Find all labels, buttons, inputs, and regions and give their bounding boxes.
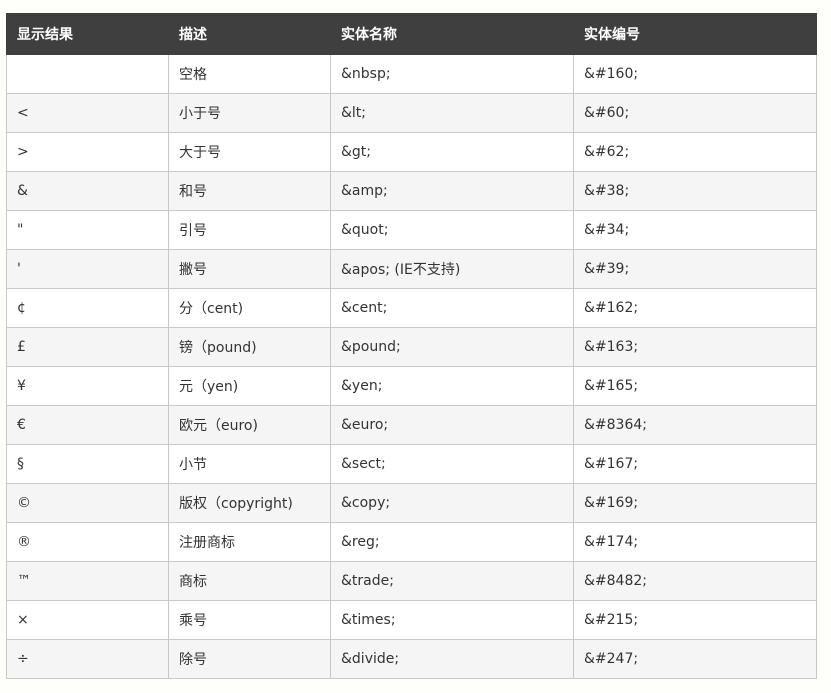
header-row: 显示结果 描述 实体名称 实体编号: [6, 13, 817, 55]
entity-number-cell: &#174;: [573, 522, 817, 562]
table-body: 空格 &nbsp; &#160; < 小于号 &lt; &#60; > 大于号 &gt; &#62;…: [6, 54, 817, 679]
entity-number-cell: &#39;: [573, 249, 817, 289]
description-cell: 乘号: [168, 600, 331, 640]
display-result-cell: ×: [6, 600, 169, 640]
table-row: § 小节 &sect; &#167;: [6, 444, 817, 484]
entity-name-cell: &quot;: [330, 210, 574, 250]
entity-name-cell: &apos; (IE不支持): [330, 249, 574, 289]
description-cell: 除号: [168, 639, 331, 679]
entity-number-cell: &#247;: [573, 639, 817, 679]
display-result-cell: ': [6, 249, 169, 289]
description-cell: 空格: [168, 54, 331, 94]
display-result-cell: ™: [6, 561, 169, 601]
entity-number-cell: &#8364;: [573, 405, 817, 445]
entity-name-cell: &euro;: [330, 405, 574, 445]
display-result-cell: ®: [6, 522, 169, 562]
table-row: ™ 商标 &trade; &#8482;: [6, 561, 817, 601]
entity-name-cell: &amp;: [330, 171, 574, 211]
entity-number-cell: &#163;: [573, 327, 817, 367]
entity-name-cell: &copy;: [330, 483, 574, 523]
entity-name-cell: &lt;: [330, 93, 574, 133]
entity-number-cell: &#162;: [573, 288, 817, 328]
display-result-cell: £: [6, 327, 169, 367]
table-row: 空格 &nbsp; &#160;: [6, 54, 817, 94]
entity-name-cell: &reg;: [330, 522, 574, 562]
table-row: ¥ 元（yen) &yen; &#165;: [6, 366, 817, 406]
table-row: ¢ 分（cent) &cent; &#162;: [6, 288, 817, 328]
table-row: > 大于号 &gt; &#62;: [6, 132, 817, 172]
display-result-cell: ¥: [6, 366, 169, 406]
display-result-cell: §: [6, 444, 169, 484]
entity-number-cell: &#38;: [573, 171, 817, 211]
table-row: " 引号 &quot; &#34;: [6, 210, 817, 250]
entity-number-cell: &#169;: [573, 483, 817, 523]
description-cell: 欧元（euro): [168, 405, 331, 445]
description-cell: 分（cent): [168, 288, 331, 328]
description-cell: 和号: [168, 171, 331, 211]
entity-number-cell: &#167;: [573, 444, 817, 484]
entity-name-cell: &cent;: [330, 288, 574, 328]
table-row: × 乘号 &times; &#215;: [6, 600, 817, 640]
description-cell: 撇号: [168, 249, 331, 289]
entity-number-cell: &#60;: [573, 93, 817, 133]
description-cell: 引号: [168, 210, 331, 250]
entity-number-cell: &#160;: [573, 54, 817, 94]
display-result-cell: €: [6, 405, 169, 445]
table-row: ' 撇号 &apos; (IE不支持) &#39;: [6, 249, 817, 289]
table-row: £ 镑（pound) &pound; &#163;: [6, 327, 817, 367]
entity-number-cell: &#8482;: [573, 561, 817, 601]
table-row: ® 注册商标 &reg; &#174;: [6, 522, 817, 562]
display-result-cell: [6, 54, 169, 94]
entity-name-cell: &divide;: [330, 639, 574, 679]
entity-table-container: 显示结果 描述 实体名称 实体编号 空格 &nbsp; &#160; < 小于号 &lt;…: [6, 13, 817, 679]
description-cell: 镑（pound): [168, 327, 331, 367]
display-result-cell: &: [6, 171, 169, 211]
display-result-cell: ©: [6, 483, 169, 523]
html-entity-table: 显示结果 描述 实体名称 实体编号 空格 &nbsp; &#160; < 小于号 &lt;…: [6, 13, 817, 679]
entity-name-cell: &sect;: [330, 444, 574, 484]
entity-name-cell: &yen;: [330, 366, 574, 406]
entity-number-cell: &#62;: [573, 132, 817, 172]
entity-name-cell: &gt;: [330, 132, 574, 172]
header-entity-number: 实体编号: [573, 13, 817, 55]
description-cell: 版权（copyright): [168, 483, 331, 523]
entity-number-cell: &#34;: [573, 210, 817, 250]
description-cell: 商标: [168, 561, 331, 601]
entity-name-cell: &times;: [330, 600, 574, 640]
entity-number-cell: &#215;: [573, 600, 817, 640]
description-cell: 元（yen): [168, 366, 331, 406]
entity-number-cell: &#165;: [573, 366, 817, 406]
header-display-result: 显示结果: [6, 13, 169, 55]
entity-name-cell: &nbsp;: [330, 54, 574, 94]
description-cell: 小于号: [168, 93, 331, 133]
description-cell: 小节: [168, 444, 331, 484]
display-result-cell: <: [6, 93, 169, 133]
description-cell: 注册商标: [168, 522, 331, 562]
display-result-cell: >: [6, 132, 169, 172]
header-entity-name: 实体名称: [330, 13, 574, 55]
entity-name-cell: &pound;: [330, 327, 574, 367]
table-row: © 版权（copyright) &copy; &#169;: [6, 483, 817, 523]
table-row: < 小于号 &lt; &#60;: [6, 93, 817, 133]
table-header: 显示结果 描述 实体名称 实体编号: [6, 13, 817, 55]
table-row: ÷ 除号 &divide; &#247;: [6, 639, 817, 679]
display-result-cell: ¢: [6, 288, 169, 328]
display-result-cell: ÷: [6, 639, 169, 679]
entity-name-cell: &trade;: [330, 561, 574, 601]
header-description: 描述: [168, 13, 331, 55]
table-row: € 欧元（euro) &euro; &#8364;: [6, 405, 817, 445]
table-row: & 和号 &amp; &#38;: [6, 171, 817, 211]
display-result-cell: ": [6, 210, 169, 250]
description-cell: 大于号: [168, 132, 331, 172]
